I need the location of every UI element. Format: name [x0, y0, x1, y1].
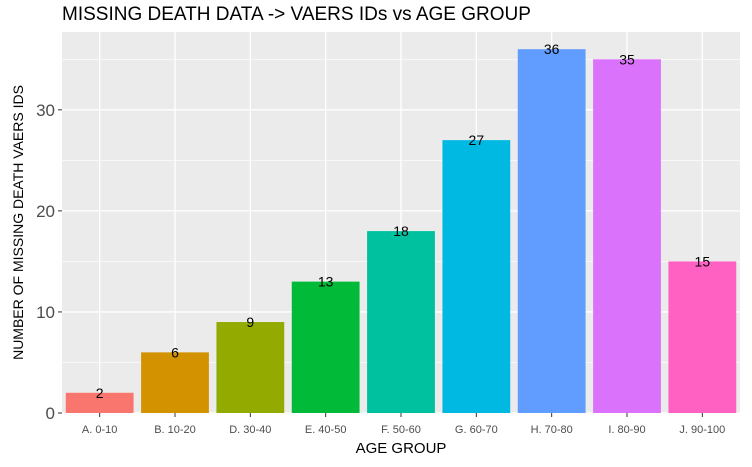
x-tick-label: G. 60-70: [455, 424, 498, 436]
y-tick-label: 30: [36, 101, 55, 120]
x-tick-label: A. 0-10: [82, 424, 117, 436]
data-label: 36: [544, 41, 560, 57]
x-tick-label: E. 40-50: [305, 424, 347, 436]
x-tick-label: H. 70-80: [531, 424, 573, 436]
data-label: 6: [171, 344, 179, 360]
data-label: 15: [695, 253, 711, 269]
data-label: 9: [246, 314, 254, 330]
bar: [668, 261, 737, 413]
bar: [216, 322, 285, 413]
bar: [291, 281, 360, 413]
y-tick-label: 0: [46, 404, 55, 423]
x-axis-title: AGE GROUP: [356, 440, 447, 457]
y-tick-label: 10: [36, 303, 55, 322]
data-label: 35: [619, 51, 635, 67]
data-label: 13: [318, 274, 334, 290]
chart-title: MISSING DEATH DATA -> VAERS IDs vs AGE G…: [62, 4, 531, 25]
data-label: 18: [393, 223, 409, 239]
data-label: 27: [469, 132, 485, 148]
bar: [593, 59, 661, 414]
data-label: 2: [96, 385, 104, 401]
bar: [65, 392, 134, 413]
bar: [442, 140, 511, 413]
bar: [367, 231, 435, 413]
x-tick-label: B. 10-20: [154, 424, 196, 436]
x-tick-label: J. 90-100: [679, 424, 725, 436]
bar: [141, 352, 209, 413]
y-axis-title: NUMBER OF MISSING DEATH VAERS IDS: [10, 85, 26, 360]
x-tick-label: I. 80-90: [608, 424, 645, 436]
y-tick-label: 20: [36, 202, 55, 221]
bar: [517, 49, 586, 414]
x-tick-label: F. 50-60: [381, 424, 421, 436]
x-tick-label: D. 30-40: [229, 424, 271, 436]
